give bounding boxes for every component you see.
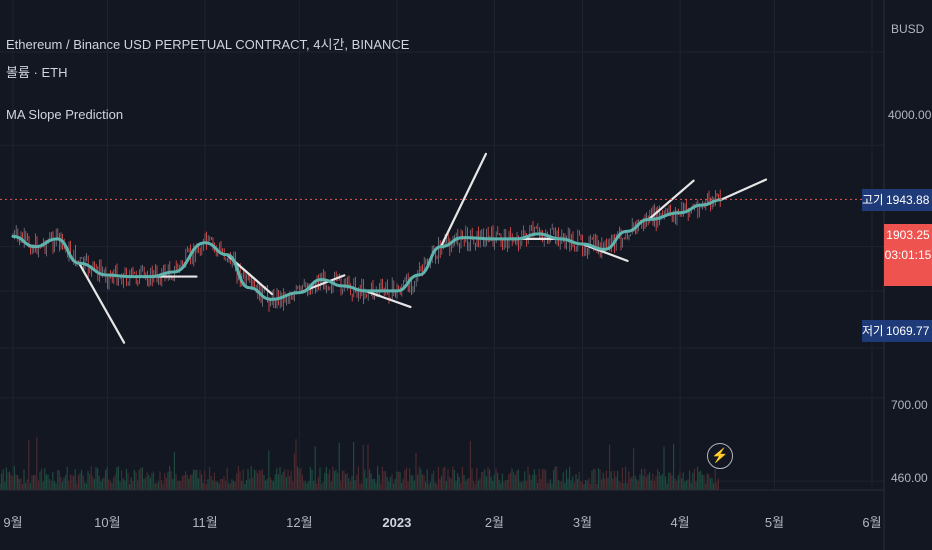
prediction-line — [719, 178, 768, 201]
high-value: 1943.88 — [882, 189, 932, 211]
lightning-icon[interactable]: ⚡ — [707, 443, 733, 469]
symbol-title[interactable]: Ethereum / Binance USD PERPETUAL CONTRAC… — [6, 37, 410, 52]
volume-bars — [0, 437, 720, 490]
x-tick-label: 4월 — [670, 515, 689, 530]
last-price-value: 1903.25 — [886, 228, 930, 242]
x-tick-label: 6월 — [862, 515, 881, 530]
price-label-700: 700.00 — [891, 398, 928, 412]
prediction-line — [647, 179, 695, 221]
x-tick-label: 12월 — [286, 515, 312, 530]
prediction-line — [364, 289, 412, 309]
x-tick-label: 10월 — [94, 515, 120, 530]
low-value: 1069.77 — [882, 320, 932, 342]
bar-countdown: 03:01:15 — [884, 248, 932, 262]
x-tick-label: 11월 — [192, 515, 217, 530]
prediction-line — [439, 152, 488, 248]
x-tick-label: 3월 — [573, 515, 592, 530]
low-key: 저가 — [862, 320, 884, 342]
price-label-460: 460.00 — [891, 471, 928, 485]
high-price-tag: 고가 1943.88 — [862, 189, 932, 211]
slope-prediction-lines — [77, 152, 768, 344]
last-price-tag: 1903.25 03:01:15 — [884, 224, 932, 286]
prediction-line — [77, 262, 126, 344]
x-tick-label: 9월 — [3, 515, 22, 530]
currency-label: BUSD — [891, 22, 925, 36]
x-tick-label: 2023 — [382, 515, 411, 530]
price-label-4000: 4000.00 — [888, 108, 932, 122]
x-tick-label: 5월 — [765, 515, 784, 530]
volume-legend[interactable]: 볼륨 · ETH — [6, 65, 68, 80]
low-price-tag: 저가 1069.77 — [862, 320, 932, 342]
ma-line — [11, 198, 723, 301]
x-tick-label: 2월 — [485, 515, 504, 530]
candles — [12, 189, 721, 312]
indicator-legend[interactable]: MA Slope Prediction — [6, 107, 124, 122]
time-axis: 9월 10월 11월 12월 2023 2월 3월 4월 5월 6월 — [3, 515, 881, 530]
high-key: 고가 — [862, 189, 884, 211]
